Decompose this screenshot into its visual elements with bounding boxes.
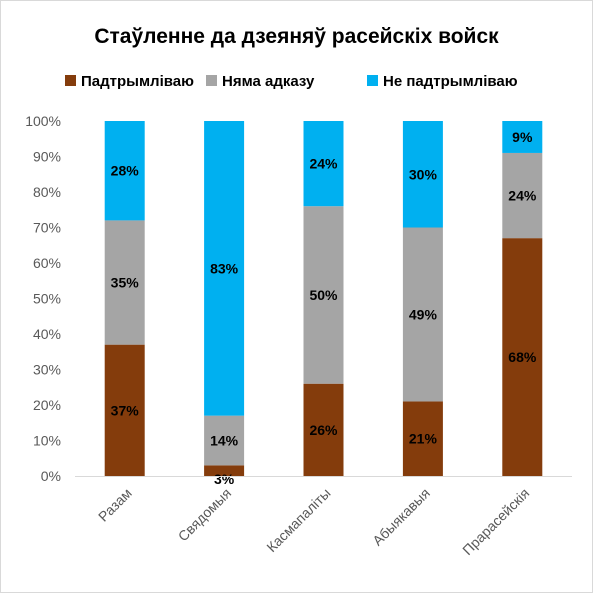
data-label: 37% bbox=[111, 402, 140, 418]
bar-segment bbox=[104, 220, 145, 345]
bar-segment bbox=[204, 121, 245, 416]
bar-segment bbox=[204, 415, 245, 466]
legend-item: Не падтрымліваю bbox=[367, 73, 518, 90]
x-tick-label: Прарасейскія bbox=[459, 485, 532, 558]
legend-swatch bbox=[367, 75, 378, 86]
bar-segment bbox=[402, 401, 443, 476]
data-label: 68% bbox=[508, 349, 537, 365]
y-tick-label: 50% bbox=[33, 291, 61, 307]
bar-segment bbox=[104, 121, 145, 221]
data-label: 9% bbox=[512, 129, 533, 145]
legend-label: Не падтрымліваю bbox=[383, 73, 518, 90]
x-tick-label: Разам bbox=[95, 485, 135, 525]
data-label: 3% bbox=[214, 471, 235, 487]
data-label: 28% bbox=[111, 163, 140, 179]
bar-segment bbox=[303, 121, 344, 207]
bar-segment bbox=[502, 238, 543, 476]
y-tick-label: 10% bbox=[33, 433, 61, 449]
data-label: 21% bbox=[409, 431, 438, 447]
y-tick-label: 20% bbox=[33, 397, 61, 413]
y-tick-label: 40% bbox=[33, 326, 61, 342]
y-tick-label: 90% bbox=[33, 149, 61, 165]
bar-segment bbox=[502, 152, 543, 239]
data-label: 49% bbox=[409, 306, 438, 322]
legend-swatch bbox=[206, 75, 217, 86]
data-label: 30% bbox=[409, 166, 438, 182]
legend-label: Падтрымліваю bbox=[81, 73, 194, 90]
bar-segment bbox=[303, 206, 344, 384]
data-label: 50% bbox=[309, 287, 338, 303]
bar-segment bbox=[502, 121, 543, 153]
x-tick-label: Абыякавыя bbox=[369, 485, 433, 549]
y-tick-label: 30% bbox=[33, 362, 61, 378]
y-tick-label: 60% bbox=[33, 255, 61, 271]
bar-segment bbox=[104, 344, 145, 476]
y-axis: 0% 10% 20% 30% 40% 50% 60% 70% 80% 90% 100% bbox=[25, 113, 61, 484]
legend-item: Няма адказу bbox=[206, 73, 315, 90]
y-tick-label: 70% bbox=[33, 220, 61, 236]
data-label: 24% bbox=[309, 156, 338, 172]
data-label: 83% bbox=[210, 260, 239, 276]
y-tick-label: 80% bbox=[33, 184, 61, 200]
bar-segment bbox=[204, 465, 245, 476]
bars: 37% 35% 28% 3% 14% 83% 26% 50% 24% 21% 49% 30% 68% 24… bbox=[104, 121, 543, 487]
x-axis: Разам Свядомыя Касмапаліты Абыякавыя Прарасе… bbox=[75, 476, 572, 558]
x-tick-label: Свядомыя bbox=[175, 485, 235, 545]
legend-label: Няма адказу bbox=[222, 73, 315, 90]
bar-segment bbox=[303, 383, 344, 476]
data-label: 14% bbox=[210, 433, 239, 449]
legend: Падтрымліваю Няма адказу Не падтрымліваю bbox=[65, 73, 518, 90]
x-tick-label: Касмапаліты bbox=[263, 485, 333, 555]
chart-title: Стаўленне да дзеяняў расейскіх войск bbox=[94, 25, 499, 48]
data-label: 35% bbox=[111, 275, 140, 291]
y-tick-label: 0% bbox=[41, 468, 61, 484]
data-label: 24% bbox=[508, 188, 537, 204]
legend-swatch bbox=[65, 75, 76, 86]
bar-segment bbox=[402, 227, 443, 402]
data-label: 26% bbox=[309, 422, 338, 438]
legend-item: Падтрымліваю bbox=[65, 73, 194, 90]
y-tick-label: 100% bbox=[25, 113, 61, 129]
bar-segment bbox=[402, 121, 443, 228]
